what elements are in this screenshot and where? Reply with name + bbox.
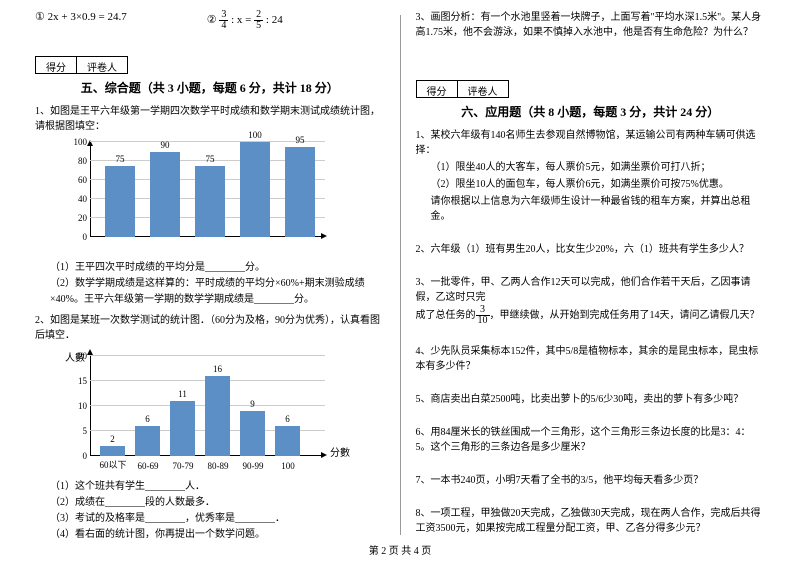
y-tick: 20 bbox=[65, 213, 87, 223]
bar: 6 bbox=[275, 426, 300, 456]
left-column: ① 2x + 3×0.9 = 24.7 ② 34 : x = 25 : 24 得… bbox=[20, 10, 400, 540]
s5-q2-sub3: （3）考试的及格率是________，优秀率是________． bbox=[35, 511, 385, 527]
y-tick: 40 bbox=[65, 194, 87, 204]
section-5-title: 五、综合题（共 3 小题，每题 6 分，共计 18 分） bbox=[35, 79, 385, 96]
bar-value-label: 6 bbox=[135, 414, 160, 424]
bar-value-label: 2 bbox=[100, 434, 125, 444]
y-tick: 60 bbox=[65, 175, 87, 185]
s6-q8: 8、一项工程，甲独做20天完成，乙独做30天完成，现在两人合作，完成后共得工资3… bbox=[416, 506, 766, 536]
s6-q3: 3、一批零件，甲、乙两人合作12天可以完成，他们合作若干天后，乙因事请假，乙这时… bbox=[416, 275, 766, 326]
s6-q1a: （1）限坐40人的大客车，每人票价5元，如满坐票价可打八折； bbox=[416, 160, 766, 175]
bar: 16 bbox=[205, 376, 230, 456]
bar-value-label: 9 bbox=[240, 399, 265, 409]
y-tick: 100 bbox=[65, 137, 87, 147]
y-tick: 20 bbox=[65, 351, 87, 361]
y-tick: 10 bbox=[65, 401, 87, 411]
s6-q2: 2、六年级（1）班有男生20人，比女生少20%，六（1）班共有学生多少人？ bbox=[416, 242, 766, 257]
s6-q5: 5、商店卖出白菜2500吨，比卖出萝卜的5/6少30吨，卖出的萝卜有多少吨？ bbox=[416, 392, 766, 407]
bar: 75 bbox=[195, 166, 225, 237]
page-container: ① 2x + 3×0.9 = 24.7 ② 34 : x = 25 : 24 得… bbox=[0, 0, 800, 540]
y-axis bbox=[90, 142, 91, 237]
bar-value-label: 6 bbox=[275, 414, 300, 424]
s5-q1: 1、如图是王平六年级第一学期四次数学平时成绩和数学期末测试成绩统计图，请根据图填… bbox=[35, 104, 385, 134]
bar-value-label: 75 bbox=[195, 154, 225, 164]
bar: 9 bbox=[240, 411, 265, 456]
s5-q1-sub2: （2）数学学期成绩是这样算的：平时成绩的平均分×60%+期末测验成绩×40%。王… bbox=[35, 276, 385, 308]
section-6-title: 六、应用题（共 8 小题，每题 3 分，共计 24 分） bbox=[416, 103, 766, 120]
gridline bbox=[90, 355, 325, 356]
bar: 6 bbox=[135, 426, 160, 456]
bar: 95 bbox=[285, 147, 315, 237]
y-tick: 80 bbox=[65, 156, 87, 166]
equation-2: ② 34 : x = 25 : 24 bbox=[207, 10, 283, 31]
s6-q7: 7、一本书240页，小明7天看了全书的3/5，他平均每天看多少页？ bbox=[416, 473, 766, 488]
x-tick-label: 100 bbox=[272, 461, 304, 471]
bar: 2 bbox=[100, 446, 125, 456]
s5-q2-sub1: （1）这个班共有学生________人． bbox=[35, 479, 385, 495]
bar-value-label: 100 bbox=[240, 130, 270, 140]
score-cell: 得分 bbox=[35, 56, 77, 74]
s5-q3: 3、画图分析：有一个水池里竖着一块牌子，上面写着"平均水深1.5米"。某人身高1… bbox=[416, 10, 766, 40]
y-tick: 0 bbox=[65, 451, 87, 461]
s5-q2: 2、如图是某班一次数学测试的统计图．（60分为及格，90分为优秀），认真看图后填… bbox=[35, 313, 385, 343]
bar: 75 bbox=[105, 166, 135, 237]
x-tick-label: 70-79 bbox=[167, 461, 199, 471]
y-tick: 5 bbox=[65, 426, 87, 436]
s5-q2-sub4: （4）看右面的统计图，你再提出一个数学问题。 bbox=[35, 527, 385, 543]
x-tick-label: 60以下 bbox=[97, 458, 129, 471]
x-axis-label: 分數 bbox=[330, 444, 350, 459]
bar: 11 bbox=[170, 401, 195, 456]
page-footer: 第 2 页 共 4 页 bbox=[0, 542, 800, 557]
equation-row: ① 2x + 3×0.9 = 24.7 ② 34 : x = 25 : 24 bbox=[35, 10, 385, 31]
s6-q1: 1、某校六年级有140名师生去参观自然博物馆，某运输公司有两种车辆可供选择： bbox=[416, 128, 766, 158]
bar-value-label: 90 bbox=[150, 140, 180, 150]
chart-2: 人數 分數 20151050260以下660-691170-791680-899… bbox=[65, 351, 345, 471]
x-tick-label: 80-89 bbox=[202, 461, 234, 471]
s6-q1c: 请你根据以上信息为六年级师生设计一种最省钱的租车方案，并算出总租金。 bbox=[416, 194, 766, 224]
y-tick: 15 bbox=[65, 376, 87, 386]
bar: 100 bbox=[240, 142, 270, 237]
x-tick-label: 90-99 bbox=[237, 461, 269, 471]
score-cell-6: 得分 bbox=[416, 80, 458, 98]
score-box-6: 得分 评卷人 bbox=[416, 80, 766, 98]
s5-q1-sub1: （1）王平四次平时成绩的平均分是________分。 bbox=[35, 260, 385, 276]
bar-value-label: 11 bbox=[170, 389, 195, 399]
bar: 90 bbox=[150, 152, 180, 238]
bar-value-label: 95 bbox=[285, 135, 315, 145]
s6-q6: 6、用84厘米长的铁丝围成一个三角形，这个三角形三条边长度的比是3：4：5。这个… bbox=[416, 425, 766, 455]
s5-q2-sub2: （2）成绩在________段的人数最多． bbox=[35, 495, 385, 511]
y-tick: 0 bbox=[65, 232, 87, 242]
bar-value-label: 75 bbox=[105, 154, 135, 164]
y-axis-2 bbox=[90, 351, 91, 456]
equation-1: ① 2x + 3×0.9 = 24.7 bbox=[35, 10, 127, 31]
bar-value-label: 16 bbox=[205, 364, 230, 374]
x-tick-label: 60-69 bbox=[132, 461, 164, 471]
s6-q4: 4、少先队员采集标本152件，其中5/8是植物标本，其余的是昆虫标本，昆虫标本有… bbox=[416, 344, 766, 374]
right-column: 3、画图分析：有一个水池里竖着一块牌子，上面写着"平均水深1.5米"。某人身高1… bbox=[401, 10, 781, 540]
s6-q1b: （2）限坐10人的面包车，每人票价6元，如满坐票价可按75%优惠。 bbox=[416, 177, 766, 192]
score-box-5: 得分 评卷人 bbox=[35, 56, 385, 74]
chart-1: 10080604020075907510095 bbox=[65, 142, 345, 252]
grader-cell-6: 评卷人 bbox=[458, 80, 509, 98]
grader-cell: 评卷人 bbox=[77, 56, 128, 74]
